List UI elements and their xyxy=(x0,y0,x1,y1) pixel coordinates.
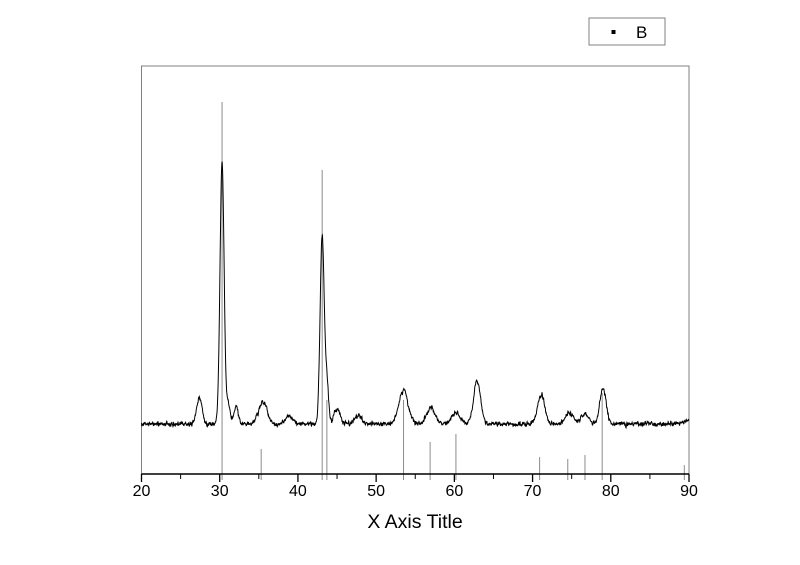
svg-text:X Axis Title: X Axis Title xyxy=(367,511,462,533)
svg-text:30: 30 xyxy=(211,483,229,500)
svg-text:60: 60 xyxy=(445,483,463,500)
svg-text:80: 80 xyxy=(602,483,620,500)
svg-text:90: 90 xyxy=(680,483,698,500)
svg-text:50: 50 xyxy=(367,483,385,500)
svg-text:B: B xyxy=(636,23,647,42)
svg-text:70: 70 xyxy=(524,483,542,500)
svg-text:40: 40 xyxy=(289,483,307,500)
svg-text:20: 20 xyxy=(133,483,151,500)
